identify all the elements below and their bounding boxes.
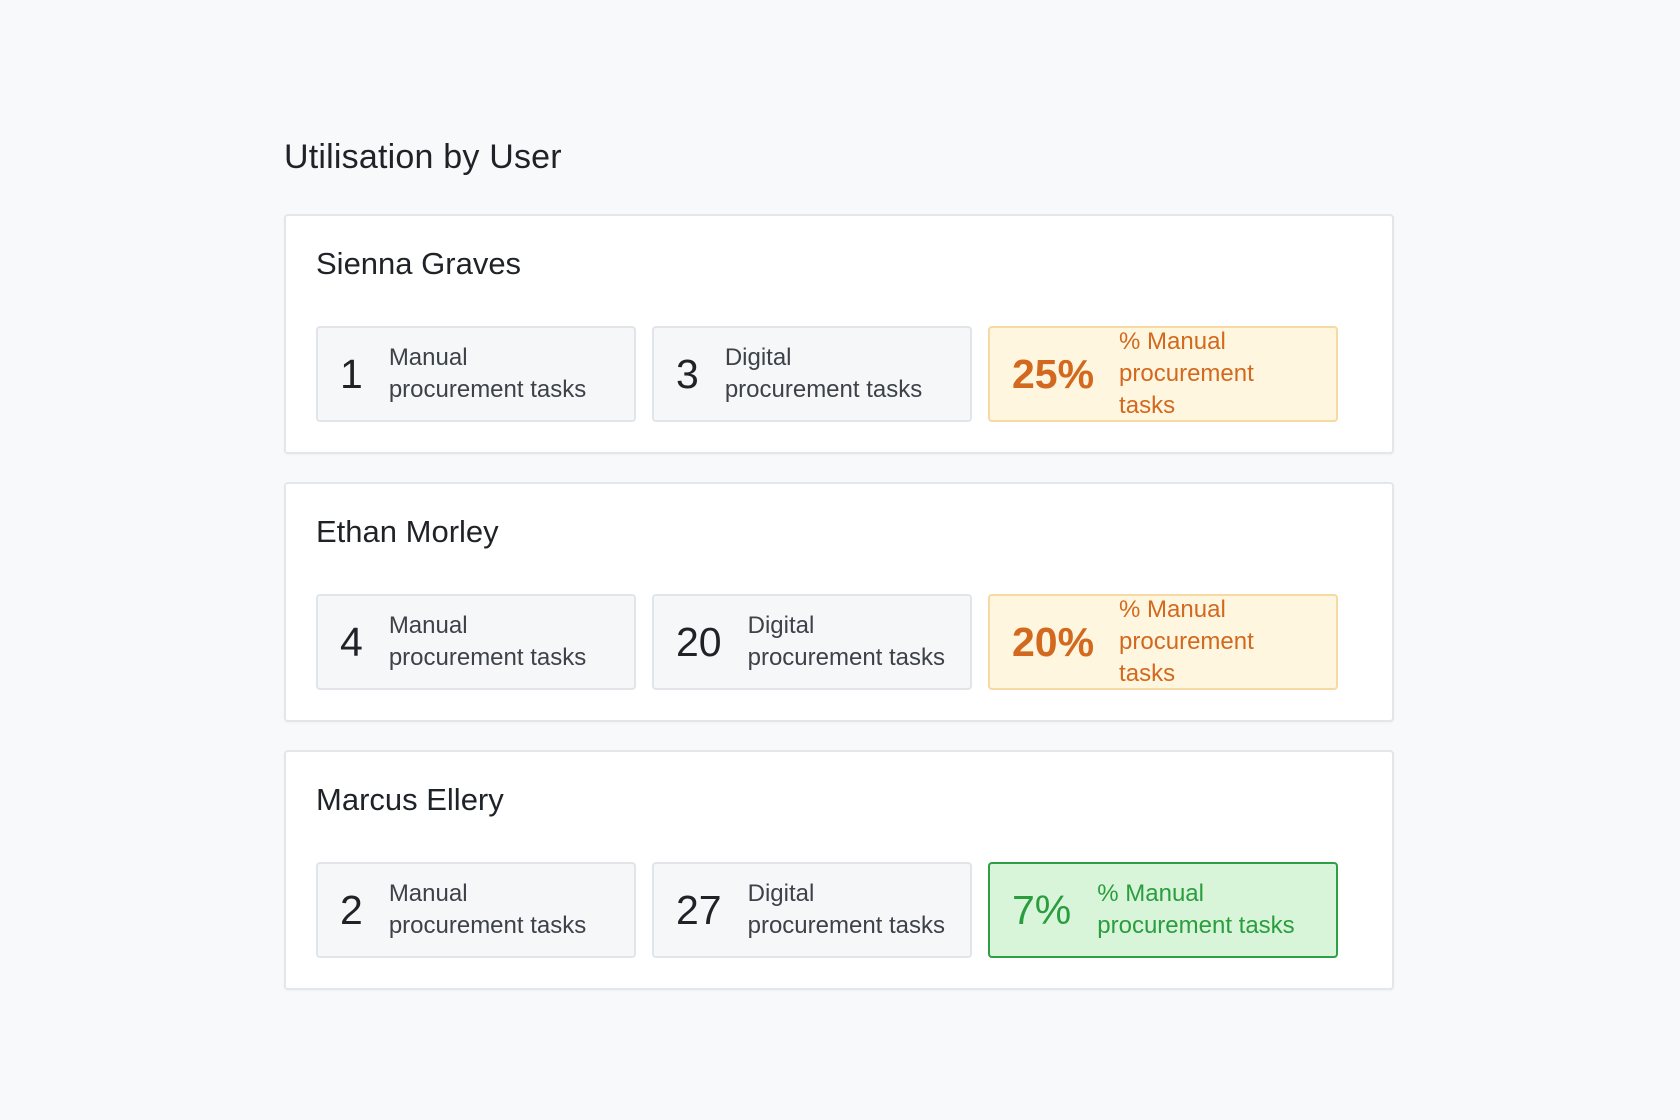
- user-name: Ethan Morley: [316, 514, 499, 549]
- digital-tasks-label: Digital procurement tasks: [747, 612, 946, 671]
- metrics-row: 1 Manual procurement tasks 3 Digital procu…: [316, 326, 1362, 422]
- user-card: Marcus Ellery 2 Manual procurement tasks …: [284, 750, 1394, 990]
- manual-percent-label: % Manual procurement tasks: [1119, 596, 1254, 687]
- manual-tasks-count: 1: [340, 351, 363, 397]
- manual-tasks-label: Manual procurement tasks: [388, 880, 587, 939]
- user-name: Marcus Ellery: [316, 782, 504, 817]
- digital-tasks-count: 3: [676, 351, 699, 397]
- digital-tasks-metric: 20 Digital procurement tasks: [652, 594, 972, 690]
- page-title: Utilisation by User: [284, 138, 562, 176]
- manual-percent-metric: 25% % Manual procurement tasks: [988, 326, 1338, 422]
- manual-percent-value: 20%: [1012, 619, 1095, 665]
- digital-tasks-count: 20: [676, 619, 722, 665]
- manual-percent-value: 7%: [1012, 887, 1072, 933]
- digital-tasks-label: Digital procurement tasks: [747, 880, 946, 939]
- metrics-row: 2 Manual procurement tasks 27 Digital proc…: [316, 862, 1362, 958]
- manual-tasks-count: 2: [340, 887, 363, 933]
- manual-tasks-count: 4: [340, 619, 363, 665]
- digital-tasks-metric: 3 Digital procurement tasks: [652, 326, 972, 422]
- user-card: Sienna Graves 1 Manual procurement tasks …: [284, 214, 1394, 454]
- manual-tasks-label: Manual procurement tasks: [388, 612, 587, 671]
- manual-percent-label: % Manual procurement tasks: [1119, 328, 1254, 419]
- manual-percent-metric: 20% % Manual procurement tasks: [988, 594, 1338, 690]
- utilisation-page: Utilisation by User Sienna Graves 1 Manu…: [284, 134, 1394, 1018]
- manual-percent-metric: 7% % Manual procurement tasks: [988, 862, 1338, 958]
- manual-tasks-metric: 2 Manual procurement tasks: [316, 862, 636, 958]
- digital-tasks-count: 27: [676, 887, 722, 933]
- manual-tasks-metric: 4 Manual procurement tasks: [316, 594, 636, 690]
- manual-tasks-label: Manual procurement tasks: [388, 344, 587, 403]
- manual-percent-value: 25%: [1012, 351, 1095, 397]
- digital-tasks-label: Digital procurement tasks: [724, 344, 923, 403]
- manual-percent-label: % Manual procurement tasks: [1097, 880, 1295, 939]
- user-name: Sienna Graves: [316, 246, 522, 281]
- metrics-row: 4 Manual procurement tasks 20 Digital proc…: [316, 594, 1362, 690]
- manual-tasks-metric: 1 Manual procurement tasks: [316, 326, 636, 422]
- digital-tasks-metric: 27 Digital procurement tasks: [652, 862, 972, 958]
- user-card: Ethan Morley 4 Manual procurement tasks 2…: [284, 482, 1394, 722]
